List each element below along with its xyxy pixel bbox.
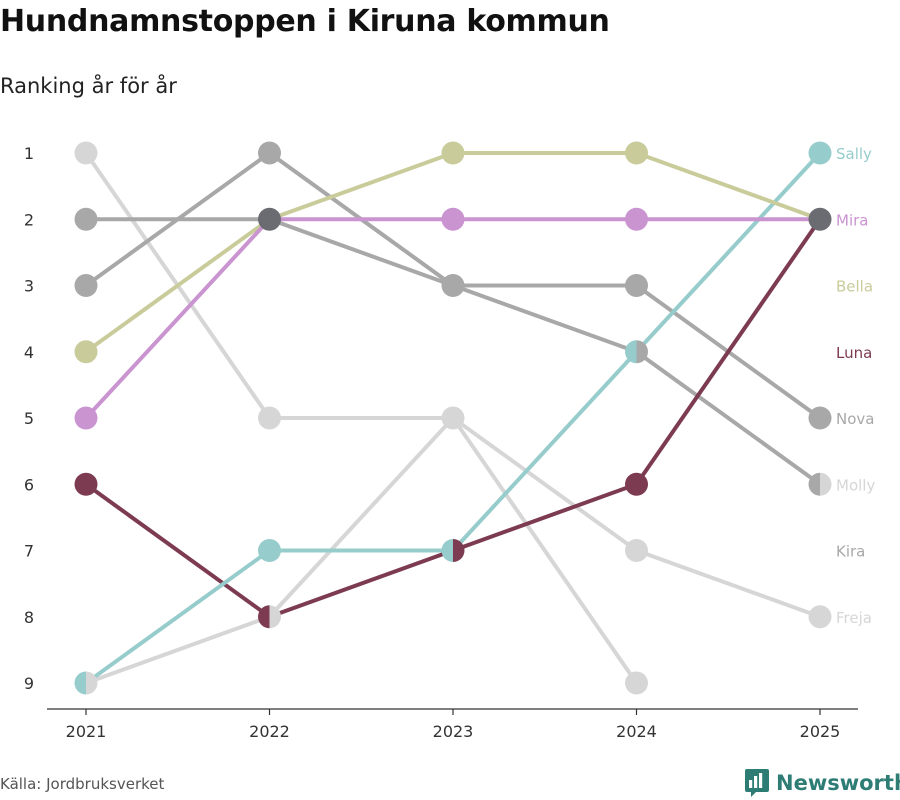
end-label: Molly	[836, 476, 875, 494]
chart-title: Hundnamnstoppen i Kiruna kommun	[0, 4, 610, 39]
newsworthy-brand[interactable]: Newsworthy	[744, 768, 900, 798]
data-point	[625, 539, 648, 562]
data-point	[625, 274, 648, 297]
data-point	[441, 274, 465, 297]
data-point	[74, 274, 98, 297]
series-markers	[74, 141, 832, 695]
source-note: Källa: Jordbruksverket	[0, 775, 165, 793]
series-line-mira	[84, 217, 822, 420]
data-point	[808, 605, 832, 629]
data-point	[625, 141, 648, 165]
end-label: Nova	[836, 410, 874, 428]
y-axis-ticks: 1 2 3 4 5 6 7 8 9	[24, 144, 34, 693]
series-line-bella	[84, 151, 822, 354]
series-line-series-grey-	[84, 217, 822, 487]
y-tick-label: 6	[24, 475, 34, 494]
y-tick-label: 4	[24, 343, 34, 362]
brand-name: Newsworthy	[776, 771, 900, 795]
data-point	[625, 472, 648, 496]
data-point	[441, 406, 465, 430]
end-label: Mira	[836, 211, 868, 229]
y-tick-label: 9	[24, 674, 34, 693]
data-point	[625, 340, 648, 364]
y-tick-label: 8	[24, 608, 34, 627]
data-point	[625, 207, 648, 231]
data-point	[74, 141, 98, 165]
data-point	[441, 141, 465, 165]
end-label: Freja	[836, 609, 872, 627]
series-line-freja	[84, 151, 639, 685]
y-tick-label: 5	[24, 409, 34, 428]
data-point	[74, 406, 98, 430]
data-point	[74, 207, 98, 231]
end-label: Kira	[836, 543, 865, 561]
end-label: Bella	[836, 278, 873, 296]
data-point	[808, 141, 832, 165]
data-point	[258, 539, 281, 562]
data-point	[258, 605, 281, 629]
data-point	[808, 406, 832, 430]
data-point	[258, 141, 281, 165]
x-tick-label: 2021	[66, 722, 107, 741]
data-point	[258, 207, 281, 231]
y-tick-label: 1	[24, 144, 34, 163]
data-point	[808, 207, 832, 231]
chart-subtitle: Ranking år för år	[0, 74, 177, 98]
x-tick-label: 2023	[433, 722, 474, 741]
data-point	[441, 539, 465, 562]
y-tick-label: 2	[24, 210, 34, 229]
data-point	[74, 472, 98, 496]
x-tick-label: 2022	[249, 722, 290, 741]
end-labels: Sally Mira Bella Luna Nova Molly Kira Freja	[836, 145, 875, 627]
y-tick-label: 3	[24, 277, 34, 296]
x-tick-label: 2024	[616, 722, 657, 741]
x-tick-label: 2025	[800, 722, 841, 741]
x-axis: 2021 2022 2023 2024 2025	[47, 708, 858, 741]
newsworthy-logo-icon	[745, 769, 769, 797]
y-tick-label: 7	[24, 542, 34, 561]
data-point	[258, 406, 281, 430]
data-point	[625, 671, 648, 695]
data-point	[74, 340, 98, 364]
end-label: Sally	[836, 145, 872, 163]
end-label: Luna	[836, 344, 872, 362]
data-point	[74, 671, 98, 695]
data-point	[441, 207, 465, 231]
data-point	[808, 472, 832, 496]
